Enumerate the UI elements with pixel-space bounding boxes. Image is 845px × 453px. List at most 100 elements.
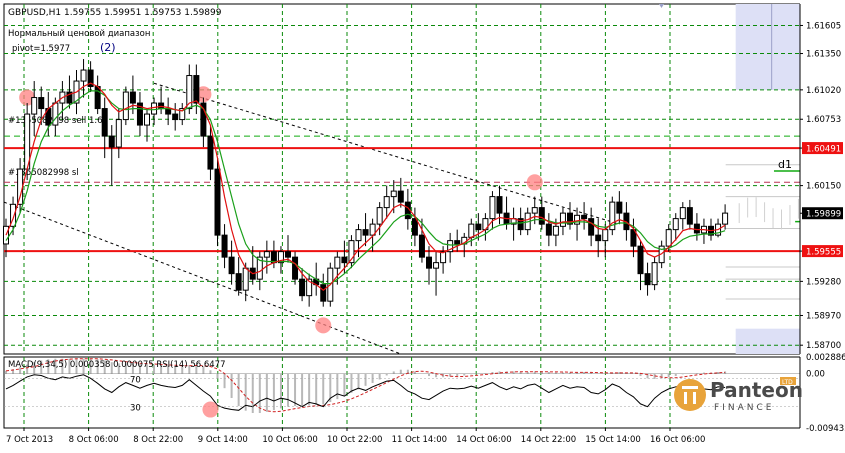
- candle-body: [722, 212, 729, 225]
- candle-body: [559, 212, 566, 227]
- candle-body: [334, 256, 341, 269]
- macd-tick-label: 0.00: [806, 370, 825, 380]
- pivot-label-d1: d1: [778, 158, 792, 171]
- candle-body: [489, 196, 496, 220]
- candle-body: [66, 91, 73, 104]
- candle-body: [285, 251, 291, 258]
- candle-body: [602, 229, 609, 242]
- candle-body: [242, 267, 249, 291]
- time-tick-label: 11 Oct 14:00: [392, 435, 447, 445]
- indicator-pane-frame: [3, 356, 801, 429]
- candle-body: [256, 256, 263, 280]
- candle-body: [108, 135, 115, 148]
- candle-body: [186, 75, 193, 110]
- candle-body: [320, 284, 327, 302]
- price-tick-label: 1.58970: [806, 311, 841, 321]
- time-tick-label: 14 Oct 22:00: [521, 435, 576, 445]
- wave-label: (2): [100, 41, 116, 54]
- candle-body: [151, 102, 158, 115]
- candle-body: [418, 234, 425, 258]
- candle-body: [433, 262, 440, 269]
- candle-body: [221, 234, 228, 258]
- indicator-pane-title: MACD(9,34,5) 0.000358 0.000075 RSI(14) 5…: [8, 360, 225, 370]
- candle-body: [299, 278, 306, 297]
- candle-body: [341, 256, 348, 264]
- candle-body: [10, 203, 17, 227]
- price-tick-label: 1.59280: [806, 277, 841, 287]
- candle-body: [552, 225, 559, 236]
- candle-body: [115, 119, 122, 148]
- price-tick-label: 1.60150: [806, 182, 841, 192]
- price-tag: [802, 207, 843, 220]
- candle-body: [52, 102, 59, 126]
- candle-body: [595, 234, 602, 242]
- candle-body: [679, 207, 686, 220]
- candle-body: [207, 135, 214, 170]
- candle-body: [144, 113, 150, 126]
- candle-body: [475, 223, 482, 231]
- candle-body: [136, 102, 143, 126]
- lower-trend-line: [3, 201, 401, 355]
- candle-body: [214, 168, 221, 236]
- candle-body: [651, 262, 658, 286]
- candle-body: [200, 102, 207, 137]
- price-tick-label: 1.58700: [806, 341, 841, 351]
- candle-body: [80, 69, 87, 82]
- candle-body: [3, 225, 9, 245]
- price-pane-frame: [3, 3, 801, 355]
- swing-marker: [19, 89, 36, 106]
- candle-body: [383, 196, 390, 209]
- macd-signal-line: [5, 358, 726, 413]
- candle-body: [390, 190, 397, 198]
- candle-body: [38, 97, 45, 110]
- candle-body: [574, 214, 581, 225]
- price-tag-label: 1.59555: [806, 248, 841, 258]
- candle-body: [454, 240, 461, 245]
- candle-body: [496, 196, 503, 214]
- candle-body: [588, 218, 595, 236]
- candle-body: [672, 218, 679, 231]
- time-tick-label: 9 Oct 14:00: [198, 435, 248, 445]
- rsi-level-label: 70: [130, 375, 141, 385]
- candle-body: [376, 207, 383, 225]
- price-tick-label: 1.61020: [806, 86, 841, 96]
- candle-body: [538, 207, 545, 225]
- time-tick-label: 14 Oct 06:00: [456, 435, 511, 445]
- candle-body: [17, 168, 24, 205]
- candle-body: [581, 214, 588, 220]
- rsi-oversold-marker: [202, 401, 219, 418]
- indicator-name: Нормальный ценовой диапазон: [8, 29, 150, 39]
- candle-body: [686, 207, 693, 225]
- candle-body: [609, 201, 616, 231]
- candle-body: [545, 223, 552, 236]
- macd-tick-label: -0.009435: [806, 424, 845, 434]
- green-moving-average: [5, 90, 726, 285]
- scroll-marker-icon: [659, 4, 664, 8]
- price-tag: [802, 245, 843, 258]
- candle-body: [129, 91, 136, 104]
- time-tick-label: 8 Oct 06:00: [69, 435, 119, 445]
- logo-badge: [780, 377, 796, 385]
- price-tag-label: 1.60491: [806, 145, 841, 155]
- logo-emblem-bar: [682, 386, 698, 389]
- swing-marker: [526, 174, 543, 191]
- candle-body: [179, 108, 186, 121]
- candle-body: [355, 229, 362, 242]
- candle-body: [362, 229, 369, 236]
- logo-emblem: [674, 379, 706, 411]
- candle-body: [517, 218, 524, 231]
- price-tick-label: 1.61605: [806, 21, 841, 31]
- candle-body: [397, 190, 404, 203]
- rsi-level-label: 30: [130, 404, 141, 414]
- logo-emblem-col: [684, 392, 687, 404]
- candle-body: [369, 223, 376, 236]
- swing-marker: [195, 86, 212, 103]
- candle-body: [567, 212, 573, 225]
- candle-body: [348, 240, 355, 264]
- price-tick-label: 1.61350: [806, 50, 841, 60]
- logo-sub: FINANCE: [714, 403, 774, 413]
- swing-marker: [315, 317, 332, 334]
